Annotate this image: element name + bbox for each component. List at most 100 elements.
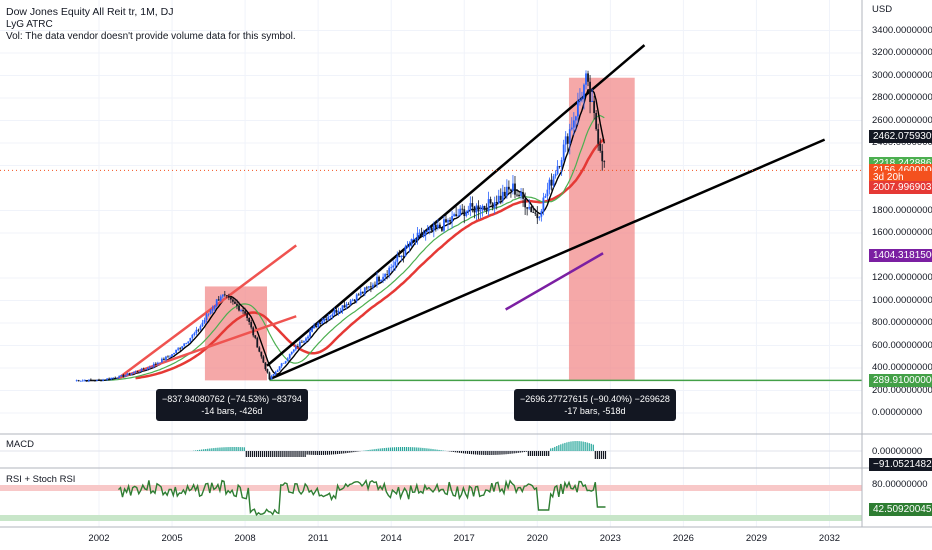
price-candle-body <box>154 363 157 365</box>
macd-label: MACD <box>6 439 34 450</box>
macd-bar <box>245 451 247 457</box>
price-candle-body <box>353 299 356 302</box>
price-candle-body <box>278 366 281 371</box>
price-candle-body <box>536 213 539 219</box>
price-series <box>75 70 606 383</box>
macd-bar <box>406 447 408 451</box>
price-candle-body <box>89 379 92 381</box>
price-candle-body <box>134 371 137 373</box>
macd-bar <box>422 447 424 451</box>
price-candle-body <box>487 199 490 212</box>
price-candle-body <box>142 368 145 370</box>
price-candle-body <box>589 81 591 102</box>
macd-bar <box>207 448 209 451</box>
macd-bar <box>199 449 201 451</box>
macd-bar <box>341 451 343 454</box>
price-candle-body <box>534 212 537 214</box>
price-candle-body <box>112 377 115 379</box>
price-candle-body <box>96 379 98 381</box>
macd-bar <box>517 451 519 453</box>
price-candle-body <box>554 173 557 177</box>
macd-bar <box>568 441 570 451</box>
ma-green-line <box>98 114 605 382</box>
macd-bar <box>270 451 272 457</box>
purple-trend <box>505 252 604 311</box>
price-candle-body <box>327 316 330 320</box>
price-candle-body <box>412 239 415 240</box>
price-candle-body <box>128 373 131 375</box>
price-candle-body <box>207 313 210 315</box>
price-candle-body <box>152 363 155 367</box>
price-candle-body <box>254 335 257 338</box>
price-candle-body <box>92 380 94 381</box>
price-candle-body <box>556 166 559 174</box>
price-candle-body <box>583 84 585 99</box>
price-candle-body <box>595 112 598 130</box>
price-candle-body <box>225 295 228 297</box>
price-candle-body <box>560 160 563 167</box>
measure-change: −837.94080762 (−74.53%) −83794 <box>162 394 302 404</box>
macd-bar <box>499 451 501 455</box>
price-candle-body <box>205 314 208 320</box>
macd-bar <box>564 442 566 451</box>
price-candle-body <box>270 376 273 380</box>
price-candle-body <box>156 362 159 364</box>
macd-bar <box>590 443 592 451</box>
price-candle-body <box>213 305 216 309</box>
macd-bar <box>493 451 495 455</box>
drawdown-highlights <box>204 77 635 381</box>
price-candle-body <box>390 267 393 269</box>
price-candle-body <box>106 378 109 380</box>
macd-bar <box>399 447 402 451</box>
macd-bar <box>205 448 207 451</box>
macd-bar <box>395 447 398 451</box>
drawdown-zone <box>568 77 635 381</box>
price-candle-body <box>522 192 524 199</box>
time-tick-label: 2032 <box>818 533 841 544</box>
macd-bar <box>432 449 434 451</box>
price-candle-body <box>266 369 269 373</box>
price-candle-body <box>430 227 433 231</box>
macd-bar <box>580 441 582 451</box>
price-candle-body <box>323 318 326 322</box>
macd-bar <box>286 451 288 457</box>
price-candle-body <box>223 294 226 296</box>
price-candle-body <box>124 375 127 377</box>
price-candle-body <box>420 232 423 237</box>
price-candle-body <box>585 73 587 85</box>
price-candle-body <box>550 179 553 186</box>
early-trend-upper <box>117 244 297 380</box>
macd-bar <box>582 441 584 451</box>
price-candle-body <box>497 195 500 204</box>
price-candle-body <box>108 378 111 380</box>
macd-bar <box>365 450 367 451</box>
rsi-pane <box>0 478 862 521</box>
channel-lower <box>268 138 826 381</box>
macd-bar <box>574 441 576 451</box>
macd-bar <box>259 451 262 457</box>
macd-bar <box>485 451 487 455</box>
time-tick-label: 2008 <box>234 533 256 544</box>
macd-bar <box>556 446 558 451</box>
price-candle-body <box>195 329 198 334</box>
macd-bar <box>515 451 517 454</box>
price-marker-label: 289.91000000 <box>869 373 932 387</box>
macd-bar <box>477 451 479 455</box>
price-candle-body <box>262 356 265 363</box>
price-candle-body <box>544 196 547 198</box>
time-tick-label: 2005 <box>161 533 183 544</box>
macd-bar <box>253 451 256 457</box>
early-trend-lower <box>118 315 297 380</box>
price-candle-body <box>471 203 474 207</box>
macd-bar <box>345 451 347 454</box>
macd-bar <box>249 451 251 457</box>
macd-bar <box>322 451 325 455</box>
macd-bar <box>367 450 369 451</box>
price-candle-body <box>591 100 593 102</box>
macd-bar <box>470 451 473 455</box>
macd-bar <box>576 441 578 451</box>
macd-bar <box>428 448 430 451</box>
macd-bar <box>408 447 410 451</box>
macd-bar <box>282 451 284 457</box>
price-tick-label: 2800.00000000 <box>872 92 932 103</box>
